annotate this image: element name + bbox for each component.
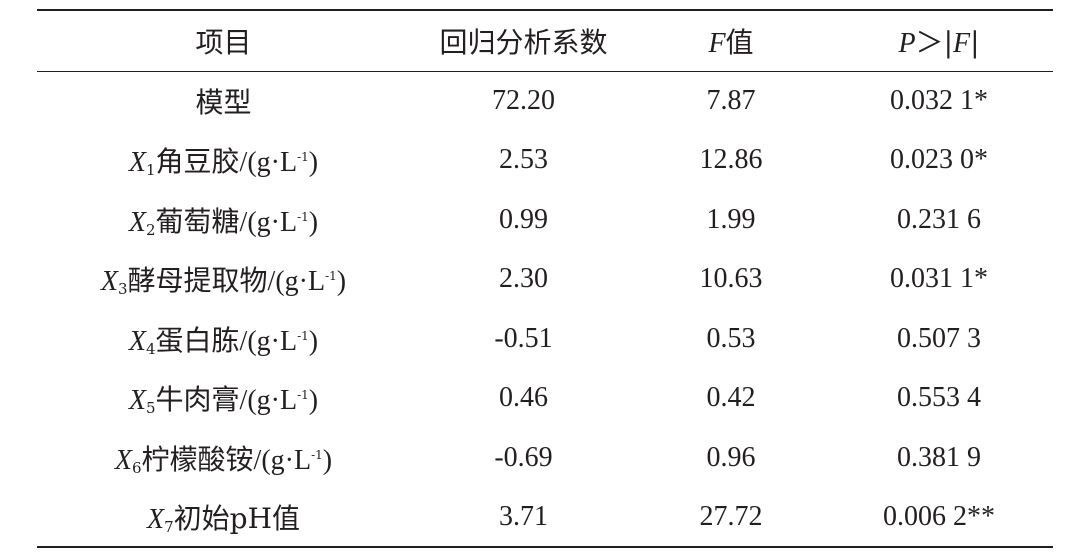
cell-p-value: 0.507 3 [897, 322, 981, 354]
table-row: 模型 72.20 7.87 0.032 1* [37, 71, 1053, 131]
factor-unit: /(g·L [239, 206, 298, 238]
variable-symbol: X [100, 266, 118, 298]
header-f-value: F值 [637, 10, 825, 72]
variable-symbol: X [114, 444, 132, 476]
variable-symbol: X [128, 385, 146, 417]
variable-subscript: 1 [145, 161, 156, 180]
unit-close: ) [308, 206, 319, 238]
table-row: X4蛋白胨/(g·L-1) -0.51 0.53 0.507 3 [37, 309, 1053, 369]
regression-table: 项目 回归分析系数 F值 P＞|F| 模型 72.20 7.87 0.032 1* X1… [37, 9, 1053, 548]
factor-unit: /(g·L [253, 444, 312, 476]
unit-close: ) [322, 444, 333, 476]
table-row: X1角豆胶/(g·L-1) 2.53 12.86 0.023 0* [37, 131, 1053, 191]
cell-coefficient: 2.30 [499, 263, 548, 295]
unit-exponent: -1 [297, 328, 309, 343]
variable-symbol: X [128, 206, 146, 238]
table-header-row: 项目 回归分析系数 F值 P＞|F| [37, 10, 1053, 72]
factor-name: 初始pH值 [173, 501, 300, 535]
cell-item: 模型 [37, 71, 410, 131]
unit-close: ) [336, 266, 347, 298]
cell-coefficient: -0.69 [494, 441, 553, 473]
cell-item: X5牛肉膏/(g·L-1) [37, 369, 410, 429]
cell-p-value: 0.231 6 [897, 203, 981, 235]
unit-exponent: -1 [297, 388, 309, 403]
cell-item: X3酵母提取物/(g·L-1) [37, 250, 410, 310]
cell-coefficient: -0.51 [494, 322, 553, 354]
factor-name: 酵母提取物 [127, 264, 268, 298]
cell-f-value: 7.87 [706, 85, 756, 116]
cell-p-value: 0.023 0* [890, 144, 988, 176]
factor-unit: /(g·L [239, 385, 298, 417]
cell-coefficient: 3.71 [499, 500, 548, 532]
factor-name: 牛肉膏 [155, 383, 240, 417]
header-abs-bar-right: | [970, 25, 980, 59]
header-coefficient: 回归分析系数 [410, 10, 637, 72]
factor-name: 角豆胶 [155, 145, 240, 179]
cell-coefficient: 0.99 [499, 203, 548, 235]
cell-f-value: 10.63 [699, 263, 763, 295]
cell-item: X4蛋白胨/(g·L-1) [37, 309, 410, 369]
unit-exponent: -1 [311, 447, 323, 462]
factor-name: 模型 [195, 86, 252, 119]
variable-subscript: 3 [117, 280, 128, 299]
cell-f-value: 1.99 [706, 203, 756, 235]
header-coefficient-label: 回归分析系数 [439, 25, 608, 59]
unit-exponent: -1 [297, 209, 309, 224]
header-p-symbol: P [898, 27, 916, 59]
cell-f-value: 0.96 [706, 441, 756, 473]
unit-exponent: -1 [325, 269, 337, 284]
table-row: X6柠檬酸铵/(g·L-1) -0.69 0.96 0.381 9 [37, 428, 1053, 488]
variable-symbol: X [147, 503, 165, 535]
variable-symbol: X [128, 325, 146, 357]
header-item: 项目 [37, 10, 410, 72]
header-abs-f-symbol: F [953, 27, 971, 59]
table-row: X5牛肉膏/(g·L-1) 0.46 0.42 0.553 4 [37, 369, 1053, 429]
factor-name: 葡萄糖 [155, 204, 240, 238]
cell-coefficient: 2.53 [499, 144, 548, 176]
cell-p-value: 0.032 1* [890, 85, 988, 116]
cell-p-value: 0.006 2** [883, 500, 995, 532]
unit-close: ) [308, 147, 319, 179]
variable-subscript: 7 [164, 517, 174, 536]
cell-coefficient: 0.46 [499, 382, 548, 414]
table-row: X3酵母提取物/(g·L-1) 2.30 10.63 0.031 1* [37, 250, 1053, 310]
cell-item: X6柠檬酸铵/(g·L-1) [37, 428, 410, 488]
factor-name: 柠檬酸铵 [141, 442, 254, 476]
cell-item: X2葡萄糖/(g·L-1) [37, 190, 410, 250]
header-item-label: 项目 [195, 25, 252, 59]
cell-item: X7初始pH值 [37, 488, 410, 548]
unit-close: ) [308, 385, 319, 417]
variable-subscript: 4 [145, 339, 156, 358]
variable-subscript: 2 [145, 220, 156, 239]
unit-close: ) [308, 325, 319, 357]
cell-p-value: 0.381 9 [897, 441, 981, 473]
cell-f-value: 0.53 [706, 322, 756, 354]
cell-p-value: 0.031 1* [890, 263, 988, 295]
table-row: X7初始pH值 3.71 27.72 0.006 2** [37, 488, 1053, 548]
cell-item: X1角豆胶/(g·L-1) [37, 131, 410, 191]
header-abs-bar-left: | [943, 25, 953, 59]
cell-f-value: 12.86 [699, 144, 763, 176]
cell-p-value: 0.553 4 [897, 382, 981, 414]
cell-f-value: 0.42 [706, 382, 756, 414]
header-f-symbol: F [708, 27, 726, 59]
header-f-label: 值 [725, 25, 754, 59]
unit-exponent: -1 [297, 150, 309, 165]
factor-name: 蛋白胨 [155, 323, 240, 357]
factor-unit: /(g·L [267, 266, 326, 298]
header-p-value: P＞|F| [825, 10, 1053, 72]
table-row: X2葡萄糖/(g·L-1) 0.99 1.99 0.231 6 [37, 190, 1053, 250]
factor-unit: /(g·L [239, 325, 298, 357]
variable-subscript: 6 [131, 458, 142, 477]
header-gt-symbol: ＞ [915, 25, 944, 59]
variable-subscript: 5 [145, 399, 156, 418]
factor-unit: /(g·L [239, 147, 298, 179]
table-body: 模型 72.20 7.87 0.032 1* X1角豆胶/(g·L-1) 2.53 12.8… [37, 71, 1053, 547]
cell-coefficient: 72.20 [492, 85, 555, 116]
cell-f-value: 27.72 [699, 500, 763, 532]
variable-symbol: X [128, 147, 146, 179]
